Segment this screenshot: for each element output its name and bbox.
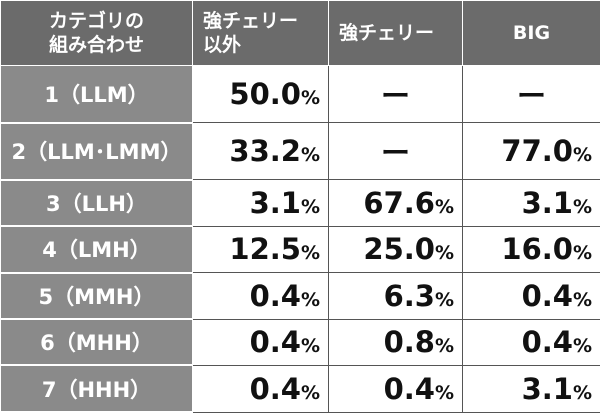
header-line: カテゴリの (48, 10, 144, 32)
table-row: 1（LLM） 50.0% ーー (0, 64, 600, 124)
header-line: 以外 (203, 34, 242, 56)
value-cell: ー (462, 64, 600, 124)
header-cell: BIG (462, 0, 600, 66)
value-cell: 50.0% (192, 64, 329, 124)
unit: % (300, 242, 320, 265)
header-cell: 強チェリー 以外 (192, 0, 329, 66)
table-row: 3（LLH） 3.1% 67.6% 3.1% (0, 179, 600, 228)
value-cell: 0.4% (462, 272, 600, 320)
table-row: 6（MHH） 0.4% 0.8% 0.4% (0, 318, 600, 367)
row-label: 5（MMH） (0, 272, 193, 321)
unit: % (434, 288, 454, 311)
unit: % (300, 335, 320, 358)
row-label: 6（MHH） (0, 318, 193, 367)
unit: % (434, 335, 454, 358)
table-row: 4（LMH） 12.5% 25.0% 16.0% (0, 225, 600, 274)
value-cell: 12.5% (192, 225, 329, 274)
unit: % (572, 335, 592, 358)
value-cell: 16.0% (462, 225, 600, 274)
row-label: 1（LLM） (0, 64, 193, 124)
table-row: 2（LLM･LMM） 33.2% ー 77.0% (0, 122, 600, 181)
value-cell: 0.8% (328, 318, 463, 366)
row-label: 7（HHH） (0, 364, 193, 413)
value-cell: 0.4% (192, 364, 329, 413)
header-cell: カテゴリの 組み合わせ (0, 0, 193, 66)
unit: % (572, 144, 592, 167)
value-cell: ー (328, 64, 463, 124)
header-line: 組み合わせ (48, 34, 144, 56)
unit: % (300, 288, 320, 311)
unit: % (572, 242, 592, 265)
unit: % (434, 242, 454, 265)
table-row: 5（MMH） 0.4% 6.3% 0.4% (0, 272, 600, 321)
unit: % (572, 195, 592, 218)
header-cell: 強チェリー (328, 0, 463, 66)
unit: % (300, 87, 320, 110)
table-row: 7（HHH） 0.4% 0.4% 3.1% (0, 364, 600, 413)
unit: % (572, 381, 592, 404)
value-cell: 77.0% (462, 122, 600, 181)
value-cell: ー (328, 122, 463, 181)
unit: % (434, 195, 454, 218)
row-label: 3（LLH） (0, 179, 193, 228)
unit: % (300, 195, 320, 218)
value-cell: 3.1% (462, 179, 600, 227)
header-line: 強チェリー (339, 22, 435, 44)
row-label: 2（LLM･LMM） (0, 122, 193, 181)
header-line: 強チェリー (203, 10, 299, 32)
value-cell: 0.4% (192, 272, 329, 320)
unit: % (572, 288, 592, 311)
value-cell: 0.4% (328, 364, 463, 413)
value-cell: 0.4% (462, 318, 600, 366)
value-cell: 3.1% (192, 179, 329, 227)
value-cell: 0.4% (192, 318, 329, 366)
header-row: カテゴリの 組み合わせ 強チェリー 以外 強チェリー BIG (0, 0, 600, 66)
value-cell: 25.0% (328, 225, 463, 274)
value-cell: 33.2% (192, 122, 329, 181)
unit: % (434, 381, 454, 404)
value-cell: 6.3% (328, 272, 463, 320)
value-cell: 3.1% (462, 364, 600, 413)
table-body: 1（LLM） 50.0% ーー 2（LLM･LMM） 33.2% ー 77.0% 3（LLH）… (0, 64, 600, 413)
header-line: BIG (512, 22, 551, 44)
unit: % (300, 381, 320, 404)
value-cell: 67.6% (328, 179, 463, 227)
row-label: 4（LMH） (0, 225, 193, 274)
unit: % (300, 144, 320, 167)
